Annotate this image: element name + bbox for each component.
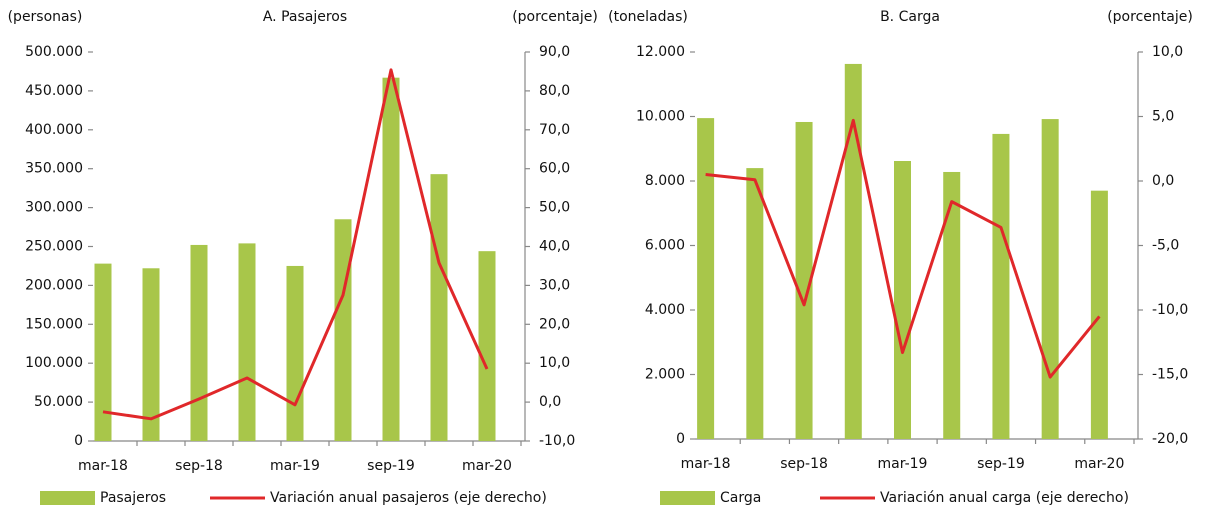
y-tick-label: 50.000 (34, 394, 83, 410)
y-tick-label: 200.000 (25, 277, 83, 293)
legend-swatch (40, 491, 95, 505)
y2-tick-label: 10,0 (539, 355, 570, 371)
bar (334, 219, 352, 441)
x-tick-label: mar-20 (1074, 456, 1124, 472)
bar (478, 251, 496, 441)
y2-tick-label: 50,0 (539, 200, 570, 216)
bar (94, 263, 112, 441)
x-tick-label: mar-19 (270, 458, 320, 474)
bar (286, 265, 304, 441)
y-tick-label: 450.000 (25, 83, 83, 99)
y-tick-label: 500.000 (25, 44, 83, 60)
bar (190, 244, 208, 441)
x-tick-label: sep-19 (977, 456, 1025, 472)
y-tick-label: 0 (74, 433, 83, 449)
y2-tick-label: 80,0 (539, 83, 570, 99)
y-tick-label: 250.000 (25, 239, 83, 255)
bar (844, 63, 862, 440)
y2-tick-label: 0,0 (1152, 173, 1174, 189)
y2-axis-label: (porcentaje) (512, 9, 598, 25)
bar (430, 174, 448, 441)
bar (1090, 190, 1108, 439)
y2-tick-label: -15,0 (1152, 367, 1188, 383)
y-tick-label: 8.000 (645, 173, 685, 189)
y2-tick-label: 10,0 (1152, 44, 1183, 60)
bar (1041, 119, 1059, 439)
bar (142, 268, 160, 441)
y2-tick-label: -10,0 (539, 433, 575, 449)
bar (382, 77, 400, 441)
y-tick-label: 350.000 (25, 161, 83, 177)
legend-label: Variación anual carga (eje derecho) (880, 490, 1129, 506)
x-tick-label: sep-18 (780, 456, 828, 472)
y2-tick-label: 30,0 (539, 277, 570, 293)
legend-label: Variación anual pasajeros (eje derecho) (270, 490, 547, 506)
y-tick-label: 10.000 (636, 109, 685, 125)
y-tick-label: 100.000 (25, 355, 83, 371)
line (705, 118, 1101, 379)
legend-label: Carga (720, 490, 761, 506)
y2-tick-label: -20,0 (1152, 431, 1188, 447)
x-tick-label: mar-19 (878, 456, 928, 472)
y-axis-label: (toneladas) (608, 9, 688, 25)
bar (238, 243, 256, 441)
y2-tick-label: 20,0 (539, 316, 570, 332)
legend-label: Pasajeros (100, 490, 166, 506)
x-tick-label: mar-18 (681, 456, 731, 472)
chart-title: A. Pasajeros (263, 9, 347, 25)
y-tick-label: 300.000 (25, 200, 83, 216)
bar (943, 171, 961, 439)
line (102, 68, 489, 421)
y-tick-label: 12.000 (636, 44, 685, 60)
chart-title: B. Carga (880, 9, 940, 25)
y-tick-label: 6.000 (645, 238, 685, 254)
y2-tick-label: 60,0 (539, 161, 570, 177)
y2-tick-label: -10,0 (1152, 302, 1188, 318)
y2-tick-label: -5,0 (1152, 238, 1179, 254)
bar (894, 161, 911, 439)
bar (746, 168, 764, 439)
x-tick-label: mar-20 (462, 458, 512, 474)
legend-swatch (660, 491, 715, 505)
y-tick-label: 150.000 (25, 316, 83, 332)
x-tick-label: sep-19 (367, 458, 415, 474)
bar (697, 118, 715, 440)
y-tick-label: 400.000 (25, 122, 83, 138)
x-tick-label: mar-18 (78, 458, 128, 474)
bar (992, 133, 1010, 440)
y-axis-label: (personas) (8, 9, 83, 25)
bar (795, 121, 813, 440)
y2-tick-label: 90,0 (539, 44, 570, 60)
y2-axis-label: (porcentaje) (1107, 9, 1193, 25)
y-tick-label: 4.000 (645, 302, 685, 318)
y2-tick-label: 5,0 (1152, 109, 1174, 125)
y2-tick-label: 40,0 (539, 239, 570, 255)
y2-tick-label: 0,0 (539, 394, 561, 410)
y-tick-label: 0 (676, 431, 685, 447)
x-tick-label: sep-18 (175, 458, 223, 474)
y2-tick-label: 70,0 (539, 122, 570, 138)
y-tick-label: 2.000 (645, 367, 685, 383)
